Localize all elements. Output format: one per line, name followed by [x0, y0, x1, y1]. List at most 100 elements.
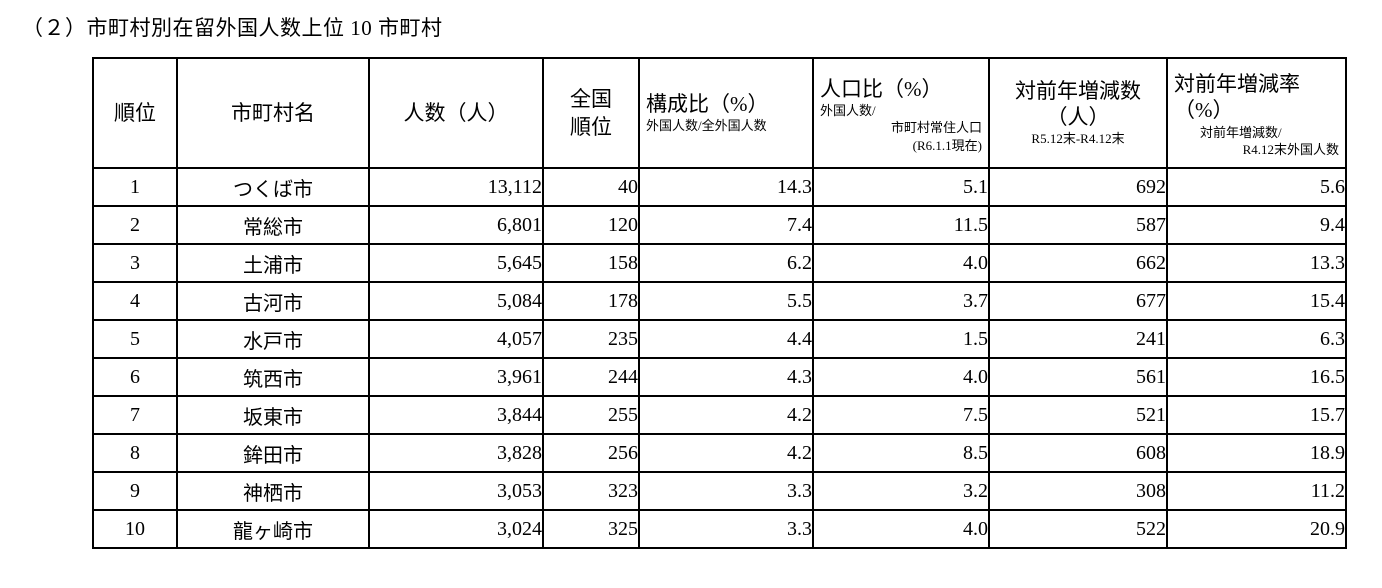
cell-national-rank: 178: [542, 281, 640, 321]
cell-population-ratio: 3.7: [812, 281, 990, 321]
cell-national-rank: 40: [542, 167, 640, 207]
cell-count: 6,801: [368, 205, 544, 245]
cell-yoy-rate: 18.9: [1166, 433, 1347, 473]
header-row: 順位 市町村名 人数（人） 全国 順位: [92, 57, 1347, 169]
cell-composition-ratio: 3.3: [638, 509, 814, 549]
cell-yoy-change: 522: [988, 509, 1168, 549]
cell-national-rank: 255: [542, 395, 640, 435]
cell-composition-ratio: 3.3: [638, 471, 814, 511]
col-header-population-ratio-label: 人口比（%）: [820, 76, 943, 101]
col-header-count-label: 人数（人）: [403, 100, 509, 125]
cell-municipality: 神栖市: [176, 471, 370, 511]
cell-yoy-rate: 11.2: [1166, 471, 1347, 511]
table-row: 2 常総市 6,801 120 7.4 11.5 587 9.4: [92, 205, 1347, 245]
cell-population-ratio: 11.5: [812, 205, 990, 245]
municipalities-table: 順位 市町村名 人数（人） 全国 順位: [92, 57, 1347, 549]
col-header-yoy-rate-sub1: 対前年増減数/: [1200, 124, 1282, 140]
cell-yoy-rate: 5.6: [1166, 167, 1347, 207]
cell-yoy-rate: 9.4: [1166, 205, 1347, 245]
col-header-national-rank: 全国 順位: [542, 57, 640, 169]
col-header-rank-label: 順位: [114, 100, 156, 125]
cell-population-ratio: 3.2: [812, 471, 990, 511]
col-header-municipality-label: 市町村名: [231, 100, 315, 125]
cell-municipality: 土浦市: [176, 243, 370, 283]
col-header-yoy-change: 対前年増減数（人） R5.12末-R4.12末: [988, 57, 1168, 169]
col-header-composition-ratio-label: 構成比（%）: [646, 92, 769, 117]
cell-count: 3,053: [368, 471, 544, 511]
col-header-population-ratio-sub3: (R6.1.1現在): [912, 137, 982, 153]
cell-municipality: つくば市: [176, 167, 370, 207]
cell-composition-ratio: 7.4: [638, 205, 814, 245]
cell-rank: 9: [92, 471, 178, 511]
cell-yoy-rate: 6.3: [1166, 319, 1347, 359]
cell-count: 5,084: [368, 281, 544, 321]
cell-national-rank: 323: [542, 471, 640, 511]
cell-rank: 3: [92, 243, 178, 283]
col-header-yoy-rate-label: 対前年増減率（%）: [1174, 72, 1300, 123]
cell-yoy-change: 561: [988, 357, 1168, 397]
cell-yoy-rate: 15.4: [1166, 281, 1347, 321]
cell-population-ratio: 4.0: [812, 509, 990, 549]
cell-rank: 6: [92, 357, 178, 397]
col-header-yoy-change-sub: R5.12末-R4.12末: [1031, 131, 1125, 147]
cell-national-rank: 158: [542, 243, 640, 283]
table-row: 9 神栖市 3,053 323 3.3 3.2 308 11.2: [92, 471, 1347, 511]
cell-count: 3,024: [368, 509, 544, 549]
col-header-population-ratio-sub1: 外国人数/: [820, 102, 876, 118]
col-header-count: 人数（人）: [368, 57, 544, 169]
cell-composition-ratio: 4.3: [638, 357, 814, 397]
cell-rank: 10: [92, 509, 178, 549]
table-header: 順位 市町村名 人数（人） 全国 順位: [92, 57, 1347, 169]
cell-composition-ratio: 6.2: [638, 243, 814, 283]
cell-population-ratio: 1.5: [812, 319, 990, 359]
cell-composition-ratio: 14.3: [638, 167, 814, 207]
col-header-national-rank-line1: 全国: [570, 86, 612, 111]
table-row: 7 坂東市 3,844 255 4.2 7.5 521 15.7: [92, 395, 1347, 435]
col-header-population-ratio: 人口比（%） 外国人数/ 市町村常住人口 (R6.1.1現在): [812, 57, 990, 169]
col-header-rank: 順位: [92, 57, 178, 169]
cell-yoy-change: 608: [988, 433, 1168, 473]
cell-yoy-change: 308: [988, 471, 1168, 511]
col-header-national-rank-line2: 順位: [570, 115, 612, 139]
cell-yoy-change: 521: [988, 395, 1168, 435]
cell-municipality: 筑西市: [176, 357, 370, 397]
cell-rank: 2: [92, 205, 178, 245]
table-row: 6 筑西市 3,961 244 4.3 4.0 561 16.5: [92, 357, 1347, 397]
table-row: 4 古河市 5,084 178 5.5 3.7 677 15.4: [92, 281, 1347, 321]
cell-composition-ratio: 4.2: [638, 395, 814, 435]
cell-count: 5,645: [368, 243, 544, 283]
cell-yoy-rate: 16.5: [1166, 357, 1347, 397]
cell-count: 3,828: [368, 433, 544, 473]
cell-rank: 8: [92, 433, 178, 473]
table-row: 1 つくば市 13,112 40 14.3 5.1 692 5.6: [92, 167, 1347, 207]
cell-yoy-change: 692: [988, 167, 1168, 207]
cell-municipality: 古河市: [176, 281, 370, 321]
col-header-yoy-rate: 対前年増減率（%） 対前年増減数/ R4.12末外国人数: [1166, 57, 1347, 169]
cell-rank: 1: [92, 167, 178, 207]
cell-yoy-rate: 20.9: [1166, 509, 1347, 549]
cell-municipality: 常総市: [176, 205, 370, 245]
cell-national-rank: 325: [542, 509, 640, 549]
cell-yoy-change: 662: [988, 243, 1168, 283]
page-title: （２）市町村別在留外国人数上位 10 市町村: [22, 16, 443, 40]
col-header-composition-ratio-sub: 外国人数/全外国人数: [646, 118, 767, 134]
cell-composition-ratio: 4.2: [638, 433, 814, 473]
table-row: 10 龍ヶ崎市 3,024 325 3.3 4.0 522 20.9: [92, 509, 1347, 549]
table-body: 1 つくば市 13,112 40 14.3 5.1 692 5.6 2 常総市 …: [92, 167, 1347, 549]
col-header-composition-ratio: 構成比（%） 外国人数/全外国人数: [638, 57, 814, 169]
cell-municipality: 龍ヶ崎市: [176, 509, 370, 549]
cell-yoy-rate: 15.7: [1166, 395, 1347, 435]
col-header-municipality: 市町村名: [176, 57, 370, 169]
col-header-yoy-change-label: 対前年増減数（人）: [1015, 78, 1141, 130]
cell-municipality: 鉾田市: [176, 433, 370, 473]
cell-yoy-change: 677: [988, 281, 1168, 321]
cell-count: 3,961: [368, 357, 544, 397]
cell-rank: 5: [92, 319, 178, 359]
cell-population-ratio: 4.0: [812, 243, 990, 283]
cell-count: 13,112: [368, 167, 544, 207]
cell-count: 3,844: [368, 395, 544, 435]
cell-yoy-change: 241: [988, 319, 1168, 359]
cell-national-rank: 256: [542, 433, 640, 473]
cell-national-rank: 235: [542, 319, 640, 359]
